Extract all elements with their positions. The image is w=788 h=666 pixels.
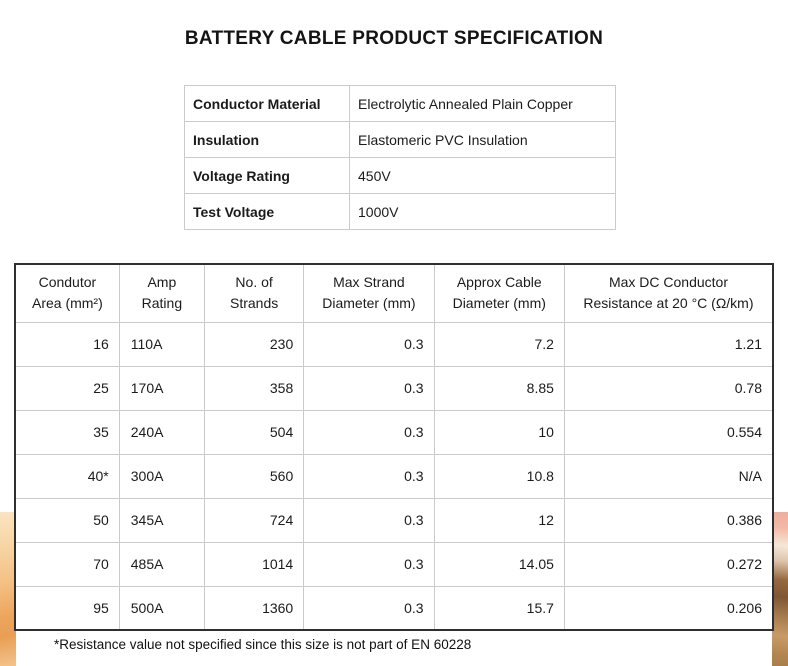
cell-dc-resistance: 0.386 [563, 497, 774, 543]
column-header: Max Strand Diameter (mm) [303, 263, 435, 323]
cell-strand-count: 1014 [203, 541, 305, 587]
cable-data-table: Condutor Area (mm²) Amp Rating No. of St… [14, 263, 774, 631]
table-row: 95 500A 1360 0.3 15.7 0.206 [14, 585, 774, 631]
footnote: *Resistance value not specified since th… [54, 637, 472, 652]
column-header: Condutor Area (mm²) [14, 263, 120, 323]
cell-cable-diameter: 8.85 [433, 365, 565, 411]
cell-conductor-area: 40* [14, 453, 120, 499]
column-header: No. of Strands [203, 263, 305, 323]
column-header-line-2: Resistance at 20 °C (Ω/km) [583, 295, 754, 312]
table-row: 50 345A 724 0.3 12 0.386 [14, 497, 774, 543]
cell-conductor-area: 16 [14, 321, 120, 367]
cell-strand-count: 230 [203, 321, 305, 367]
cable-data-table-header-row: Condutor Area (mm²) Amp Rating No. of St… [14, 263, 774, 323]
cell-strand-diameter: 0.3 [303, 409, 435, 455]
spec-row-value: Elastomeric PVC Insulation [349, 121, 616, 158]
column-header-line-1: Amp [147, 274, 177, 291]
cell-conductor-area: 95 [14, 585, 120, 631]
cell-dc-resistance: 0.272 [563, 541, 774, 587]
cell-conductor-area: 70 [14, 541, 120, 587]
cell-strand-diameter: 0.3 [303, 585, 435, 631]
cell-conductor-area: 50 [14, 497, 120, 543]
cell-strand-diameter: 0.3 [303, 321, 435, 367]
cell-dc-resistance: 0.78 [563, 365, 774, 411]
column-header-line-2: Rating [141, 295, 183, 312]
cell-dc-resistance: 0.206 [563, 585, 774, 631]
cell-amp-rating: 240A [118, 409, 205, 455]
cell-amp-rating: 110A [118, 321, 205, 367]
cell-amp-rating: 500A [118, 585, 205, 631]
spec-row: Insulation Elastomeric PVC Insulation [184, 121, 616, 158]
cell-conductor-area: 25 [14, 365, 120, 411]
spec-row: Voltage Rating 450V [184, 157, 616, 194]
cell-cable-diameter: 15.7 [433, 585, 565, 631]
spec-row-value: Electrolytic Annealed Plain Copper [349, 85, 616, 122]
cable-data-table-body: 16 110A 230 0.3 7.2 1.21 25 170A 358 0.3… [14, 321, 774, 631]
cell-strand-count: 358 [203, 365, 305, 411]
cell-dc-resistance: N/A [563, 453, 774, 499]
cell-cable-diameter: 14.05 [433, 541, 565, 587]
column-header-line-1: Max DC Conductor [608, 274, 728, 291]
cell-strand-diameter: 0.3 [303, 497, 435, 543]
cell-amp-rating: 485A [118, 541, 205, 587]
column-header-line-1: Condutor [38, 274, 97, 291]
table-row: 25 170A 358 0.3 8.85 0.78 [14, 365, 774, 411]
cell-strand-count: 724 [203, 497, 305, 543]
general-spec-table-body: Conductor Material Electrolytic Annealed… [184, 85, 616, 230]
cell-strand-count: 504 [203, 409, 305, 455]
table-row: 16 110A 230 0.3 7.2 1.21 [14, 321, 774, 367]
cell-amp-rating: 170A [118, 365, 205, 411]
column-header-line-1: Max Strand [333, 274, 405, 291]
column-header-line-2: Diameter (mm) [452, 295, 546, 312]
cell-cable-diameter: 7.2 [433, 321, 565, 367]
cell-dc-resistance: 0.554 [563, 409, 774, 455]
spec-row-value: 1000V [349, 193, 616, 230]
column-header-line-1: No. of [235, 274, 273, 291]
cell-strand-diameter: 0.3 [303, 453, 435, 499]
spec-row-label: Test Voltage [184, 193, 350, 230]
column-header-line-2: Strands [229, 295, 279, 312]
spec-row: Test Voltage 1000V [184, 193, 616, 230]
table-row: 35 240A 504 0.3 10 0.554 [14, 409, 774, 455]
spec-row-value: 450V [349, 157, 616, 194]
page-title: BATTERY CABLE PRODUCT SPECIFICATION [184, 28, 604, 49]
column-header: Max DC Conductor Resistance at 20 °C (Ω/… [563, 263, 774, 323]
cell-strand-diameter: 0.3 [303, 365, 435, 411]
column-header-line-2: Area (mm²) [31, 295, 103, 312]
cell-amp-rating: 300A [118, 453, 205, 499]
cell-strand-count: 560 [203, 453, 305, 499]
table-row: 70 485A 1014 0.3 14.05 0.272 [14, 541, 774, 587]
column-header-line-1: Approx Cable [456, 274, 542, 291]
column-header-line-2: Diameter (mm) [322, 295, 416, 312]
cell-strand-count: 1360 [203, 585, 305, 631]
background-photo-left-edge [0, 512, 16, 666]
background-photo-right-edge [772, 512, 788, 666]
cell-conductor-area: 35 [14, 409, 120, 455]
spec-row-label: Insulation [184, 121, 350, 158]
cell-cable-diameter: 10 [433, 409, 565, 455]
cell-cable-diameter: 10.8 [433, 453, 565, 499]
spec-row: Conductor Material Electrolytic Annealed… [184, 85, 616, 122]
spec-row-label: Conductor Material [184, 85, 350, 122]
cell-strand-diameter: 0.3 [303, 541, 435, 587]
cell-dc-resistance: 1.21 [563, 321, 774, 367]
cell-cable-diameter: 12 [433, 497, 565, 543]
general-spec-table: Conductor Material Electrolytic Annealed… [184, 85, 616, 230]
cell-amp-rating: 345A [118, 497, 205, 543]
column-header: Amp Rating [118, 263, 205, 323]
spec-row-label: Voltage Rating [184, 157, 350, 194]
column-header: Approx Cable Diameter (mm) [433, 263, 565, 323]
table-row: 40* 300A 560 0.3 10.8 N/A [14, 453, 774, 499]
